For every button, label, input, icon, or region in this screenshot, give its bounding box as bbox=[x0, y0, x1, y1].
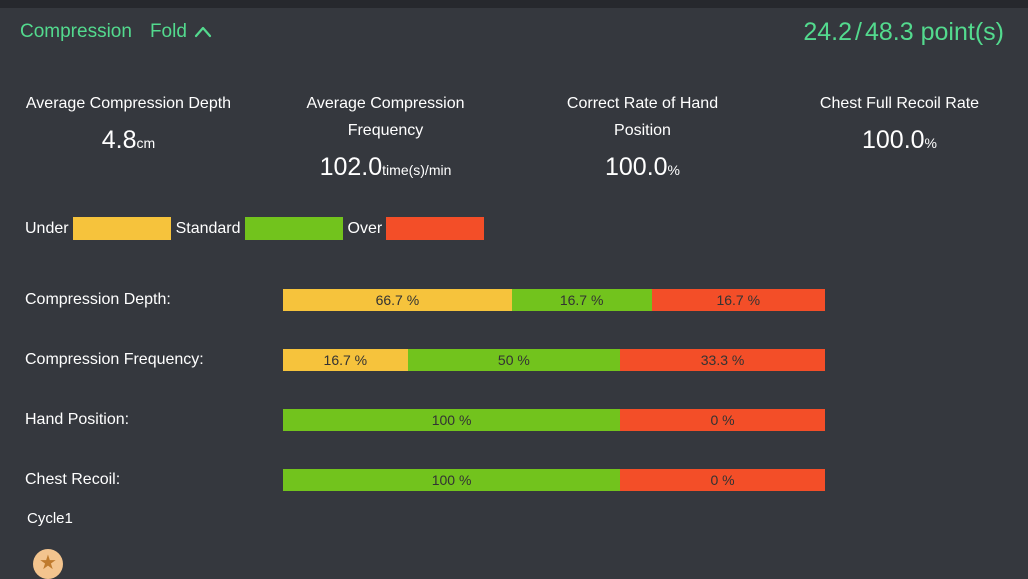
legend: Under Standard Over bbox=[25, 217, 489, 240]
fold-label: Fold bbox=[149, 21, 187, 42]
chevron-up-icon bbox=[194, 26, 212, 38]
bar-row-label: Chest Recoil: bbox=[25, 471, 121, 488]
score-display: 24.2/48.3 point(s) bbox=[803, 18, 1004, 47]
bar-segment-over: 0 % bbox=[620, 409, 825, 431]
bar-segment-value: 100 % bbox=[431, 472, 472, 488]
bar-segment-over: 16.7 % bbox=[651, 289, 825, 311]
bar-row-label: Hand Position: bbox=[25, 411, 130, 428]
stat-label: Chest Full Recoil Rate bbox=[819, 95, 980, 112]
bar-segment-over: 33.3 % bbox=[620, 349, 825, 371]
bar-row-compression-depth: Compression Depth: 66.7 % 16.7 % 16.7 % bbox=[0, 289, 1028, 311]
stat-unit: time(s)/min bbox=[382, 162, 452, 178]
bar-segment-under: 66.7 % bbox=[283, 289, 512, 311]
legend-swatch-over bbox=[386, 217, 485, 240]
top-divider bbox=[0, 0, 1028, 8]
stat-unit: % bbox=[667, 162, 680, 178]
section-title: Compression bbox=[20, 21, 132, 42]
stat-value: 102.0 bbox=[319, 153, 383, 181]
legend-swatch-under bbox=[72, 217, 171, 240]
legend-label-over: Over bbox=[347, 219, 383, 237]
bar-segment-standard: 100 % bbox=[283, 409, 621, 431]
bar-segment-value: 0 % bbox=[710, 412, 735, 428]
stat-value: 4.8 bbox=[101, 126, 137, 154]
stats-row: Average Compression Depth 4.8cm Average … bbox=[0, 90, 1028, 182]
cycle-star-marker[interactable]: ★ bbox=[33, 549, 63, 579]
stacked-bar-compression-frequency: 16.7 % 50 % 33.3 % bbox=[283, 349, 825, 371]
bar-row-compression-frequency: Compression Frequency: 16.7 % 50 % 33.3 % bbox=[0, 349, 1028, 371]
score-current: 24.2 bbox=[803, 18, 852, 46]
bar-segment-under: 16.7 % bbox=[283, 349, 408, 371]
stat-unit: cm bbox=[136, 135, 156, 151]
stat-label: Correct Rate of Hand Position bbox=[566, 95, 719, 139]
fold-toggle[interactable]: Fold bbox=[150, 21, 213, 43]
score-unit: point(s) bbox=[920, 18, 1004, 46]
bar-row-label: Compression Depth: bbox=[25, 291, 171, 308]
stacked-bar-compression-depth: 66.7 % 16.7 % 16.7 % bbox=[283, 289, 825, 311]
section-header: Compression Fold 24.2/48.3 point(s) bbox=[0, 8, 1028, 56]
bar-segment-standard: 50 % bbox=[407, 349, 621, 371]
stat-unit: % bbox=[924, 135, 937, 151]
legend-label-standard: Standard bbox=[175, 219, 241, 237]
bar-segment-value: 0 % bbox=[710, 472, 735, 488]
stacked-bar-hand-position: 100 % 0 % bbox=[283, 409, 825, 431]
score-separator: / bbox=[855, 18, 862, 46]
star-icon: ★ bbox=[39, 552, 57, 574]
stat-chest-recoil-rate: Chest Full Recoil Rate 100.0% bbox=[771, 90, 1028, 182]
cycle-label: Cycle1 bbox=[27, 510, 73, 527]
bar-segment-over: 0 % bbox=[620, 469, 825, 491]
bar-row-label: Compression Frequency: bbox=[25, 351, 204, 368]
stat-label: Average Compression Depth bbox=[25, 95, 232, 112]
bar-segment-value: 50 % bbox=[497, 352, 530, 368]
bar-segment-value: 100 % bbox=[431, 412, 472, 428]
bar-segment-value: 16.7 % bbox=[716, 292, 761, 308]
bar-segment-value: 16.7 % bbox=[559, 292, 604, 308]
stat-avg-compression-frequency: Average Compression Frequency 102.0time(… bbox=[257, 90, 514, 182]
stat-avg-compression-depth: Average Compression Depth 4.8cm bbox=[0, 90, 257, 182]
stat-value: 100.0 bbox=[861, 126, 925, 154]
score-total: 48.3 bbox=[864, 18, 914, 46]
bar-segment-value: 66.7 % bbox=[375, 292, 420, 308]
stat-hand-position-rate: Correct Rate of Hand Position 100.0% bbox=[514, 90, 771, 182]
legend-swatch-standard bbox=[244, 217, 343, 240]
legend-label-under: Under bbox=[25, 219, 69, 237]
stacked-bar-chest-recoil: 100 % 0 % bbox=[283, 469, 825, 491]
bar-segment-value: 16.7 % bbox=[323, 352, 368, 368]
bar-row-chest-recoil: Chest Recoil: 100 % 0 % bbox=[0, 469, 1028, 491]
bar-segment-value: 33.3 % bbox=[700, 352, 745, 368]
bar-row-hand-position: Hand Position: 100 % 0 % bbox=[0, 409, 1028, 431]
bar-segment-standard: 100 % bbox=[283, 469, 621, 491]
stat-label: Average Compression Frequency bbox=[306, 95, 465, 139]
stat-value: 100.0 bbox=[604, 153, 668, 181]
bar-segment-standard: 16.7 % bbox=[511, 289, 652, 311]
